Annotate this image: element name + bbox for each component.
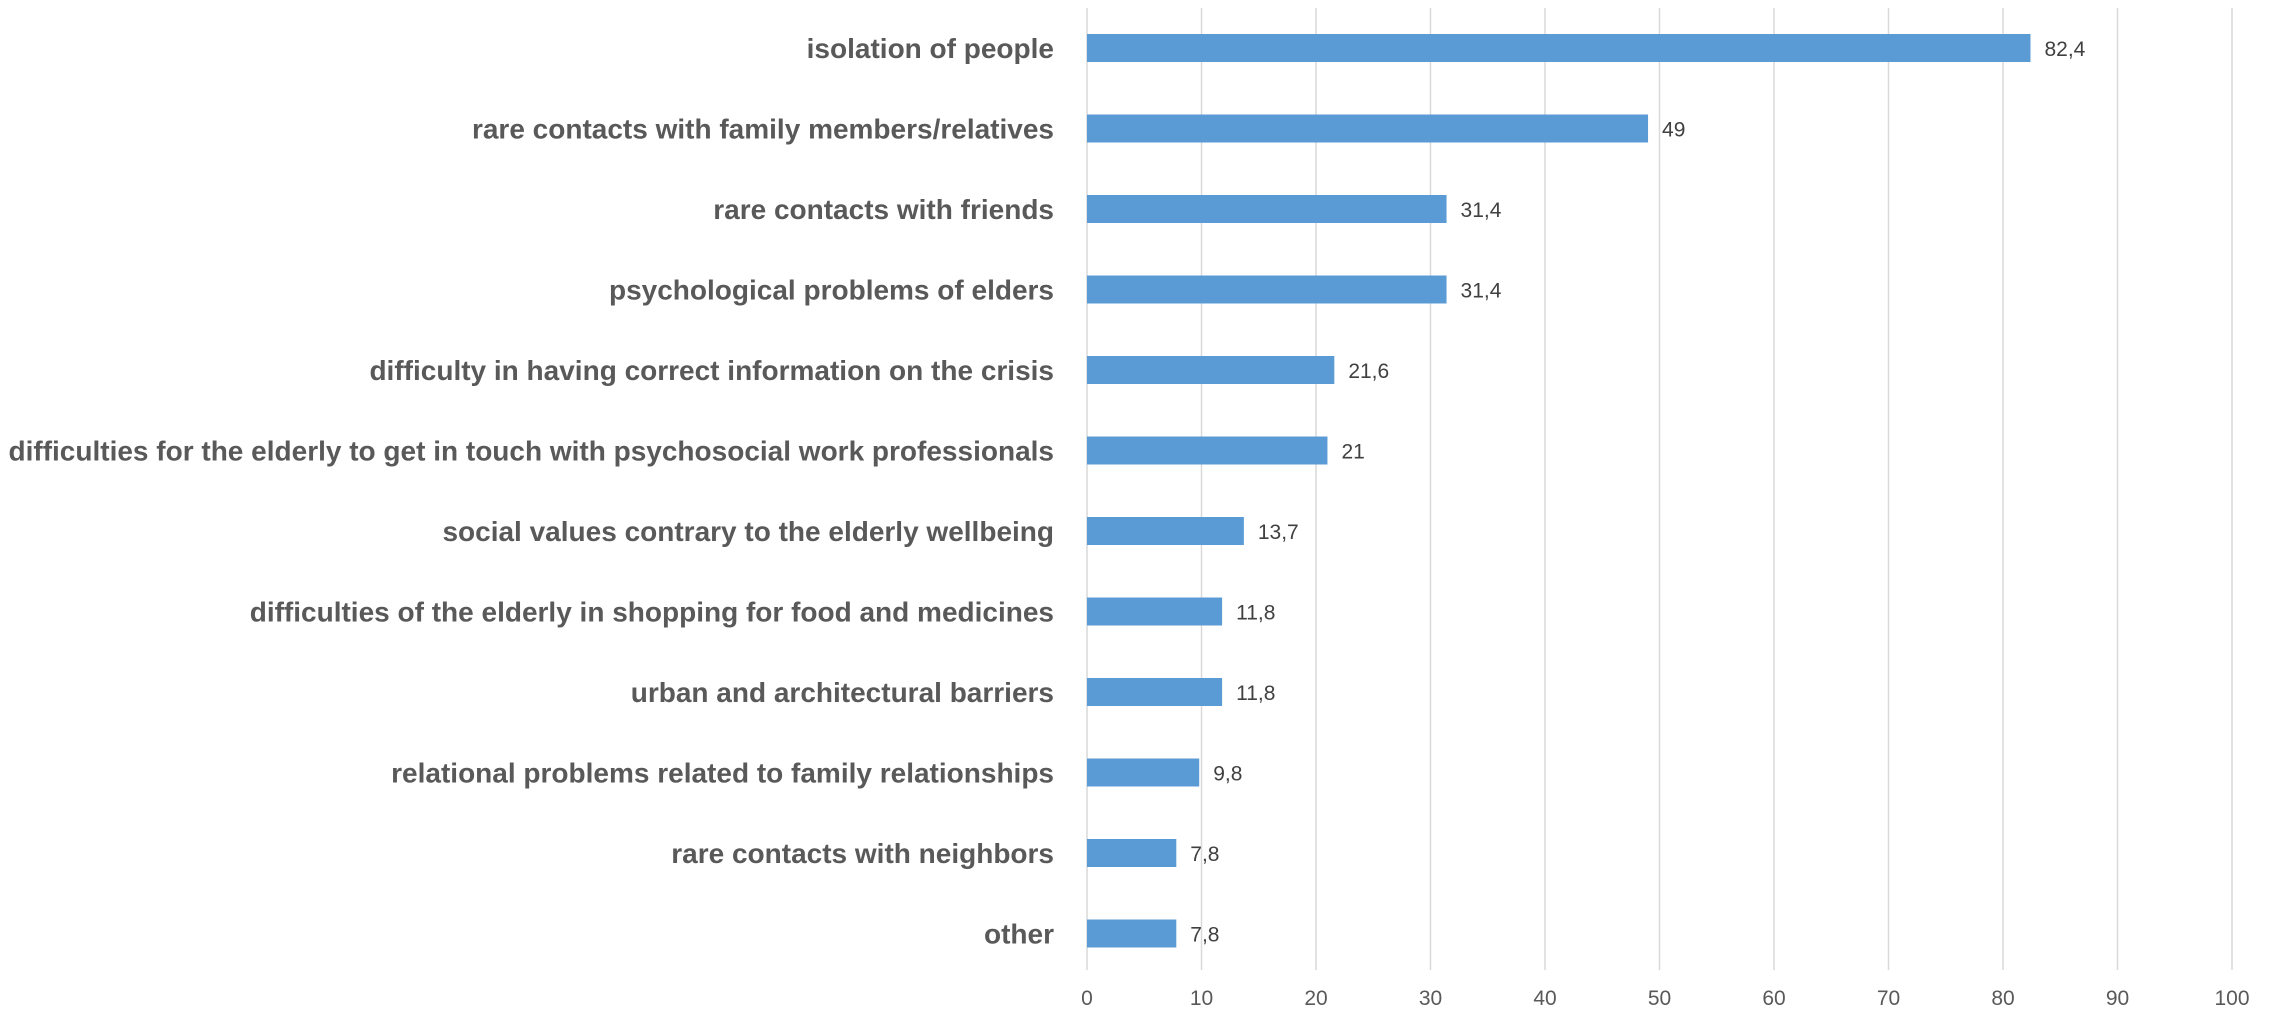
data-label-7: 11,8 [1236,602,1275,625]
category-labels: isolation of people rare contacts with fa… [8,33,1054,950]
x-tick-label-80: 80 [1991,987,2014,1010]
x-tick-label-50: 50 [1648,987,1671,1010]
bars [1087,34,2031,948]
x-tick-label-30: 30 [1419,987,1442,1010]
bar-0 [1087,34,2031,62]
category-label-1: rare contacts with family members/relati… [472,114,1054,145]
data-label-5: 21 [1341,441,1364,464]
x-tick-label-20: 20 [1304,987,1327,1010]
data-label-9: 9,8 [1213,763,1242,786]
x-tick-label-100: 100 [2214,987,2249,1010]
data-label-4: 21,6 [1348,360,1389,383]
category-label-5: difficulties for the elderly to get in t… [8,436,1054,467]
category-label-11: other [984,919,1054,950]
bar-10 [1087,839,1177,867]
x-tick-label-10: 10 [1190,987,1213,1010]
data-labels: 82,4 49 31,4 31,4 21,6 21 13,7 11,8 11,8 9,8 7,8 7,… [1190,38,2085,947]
bar-3 [1087,275,1447,304]
category-label-7: difficulties of the elderly in shopping … [250,597,1054,628]
category-label-8: urban and architectural barriers [631,677,1054,708]
x-axis-tick-labels: 0 10 20 30 40 50 60 70 80 90 100 [1081,987,2249,1010]
x-tick-label-60: 60 [1762,987,1785,1010]
data-label-11: 7,8 [1190,924,1219,947]
bar-8 [1087,678,1223,706]
bar-9 [1087,758,1200,787]
x-tick-label-40: 40 [1533,987,1556,1010]
gridlines [1086,8,2233,970]
x-tick-label-90: 90 [2106,987,2129,1010]
bar-4 [1087,356,1335,384]
x-tick-label-0: 0 [1081,987,1093,1010]
data-label-0: 82,4 [2044,38,2085,61]
bar-7 [1087,597,1223,626]
data-label-3: 31,4 [1461,280,1502,303]
bar-5 [1087,436,1328,465]
category-label-6: social values contrary to the elderly we… [442,516,1054,547]
data-label-6: 13,7 [1258,521,1299,544]
bar-1 [1087,114,1649,143]
bar-11 [1087,919,1177,948]
category-label-2: rare contacts with friends [713,194,1054,225]
data-label-1: 49 [1662,119,1685,142]
bar-2 [1087,195,1447,223]
category-label-0: isolation of people [807,33,1054,64]
category-label-3: psychological problems of elders [609,275,1054,306]
data-label-8: 11,8 [1236,682,1275,705]
category-label-9: relational problems related to family re… [391,758,1054,789]
bar-6 [1087,517,1244,545]
data-label-2: 31,4 [1461,199,1502,222]
data-label-10: 7,8 [1190,843,1219,866]
category-label-10: rare contacts with neighbors [671,838,1054,869]
category-label-4: difficulty in having correct information… [369,355,1054,386]
x-tick-label-70: 70 [1877,987,1900,1010]
